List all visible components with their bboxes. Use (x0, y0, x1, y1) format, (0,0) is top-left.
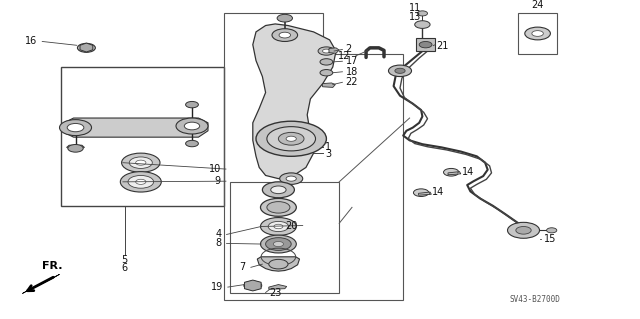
Polygon shape (419, 192, 431, 195)
Circle shape (68, 145, 83, 152)
Circle shape (277, 14, 292, 22)
Text: 8: 8 (215, 238, 221, 249)
Text: 23: 23 (269, 287, 281, 298)
Text: 2: 2 (346, 44, 352, 55)
Circle shape (280, 173, 303, 184)
Circle shape (260, 198, 296, 216)
Circle shape (244, 281, 262, 290)
Polygon shape (509, 226, 538, 234)
Polygon shape (22, 274, 60, 293)
Circle shape (286, 176, 296, 181)
Circle shape (262, 182, 294, 198)
Bar (230, 182, 339, 293)
Text: SV43-B2700D: SV43-B2700D (509, 295, 560, 304)
Text: 14: 14 (462, 167, 474, 177)
Circle shape (318, 47, 335, 55)
Circle shape (60, 120, 92, 136)
Text: 21: 21 (436, 41, 449, 51)
Polygon shape (257, 257, 300, 271)
Circle shape (508, 222, 540, 238)
Text: 3: 3 (325, 149, 332, 159)
Polygon shape (64, 118, 208, 137)
Circle shape (547, 228, 557, 233)
Text: 24: 24 (531, 0, 544, 10)
Circle shape (77, 43, 95, 52)
Polygon shape (67, 145, 84, 152)
Circle shape (323, 49, 330, 53)
Bar (518, 13, 557, 54)
Text: 20: 20 (285, 220, 298, 231)
Circle shape (271, 186, 286, 194)
Circle shape (184, 122, 200, 130)
Text: 6: 6 (122, 263, 128, 273)
Polygon shape (329, 48, 339, 53)
Polygon shape (269, 285, 287, 289)
Text: 10: 10 (209, 164, 221, 174)
Text: 11: 11 (408, 4, 421, 13)
Circle shape (260, 235, 296, 253)
Circle shape (320, 59, 333, 65)
Circle shape (395, 68, 405, 73)
Text: 5: 5 (122, 255, 128, 265)
Circle shape (320, 70, 333, 76)
Circle shape (273, 241, 284, 247)
Polygon shape (80, 43, 93, 52)
Text: 16: 16 (25, 36, 37, 47)
Circle shape (120, 172, 161, 192)
Circle shape (525, 27, 550, 40)
Circle shape (516, 226, 531, 234)
Circle shape (417, 11, 428, 16)
Circle shape (415, 21, 430, 28)
Circle shape (279, 32, 291, 38)
Circle shape (278, 132, 304, 145)
Circle shape (260, 218, 296, 235)
Text: 7: 7 (239, 262, 246, 272)
Text: 1: 1 (325, 142, 332, 152)
Bar (61, 67, 224, 206)
Circle shape (269, 259, 288, 269)
Circle shape (444, 168, 459, 176)
Circle shape (186, 101, 198, 108)
Text: 15: 15 (544, 234, 556, 244)
Text: 19: 19 (211, 282, 223, 292)
Polygon shape (244, 280, 261, 291)
Circle shape (274, 224, 283, 229)
Text: 4: 4 (215, 229, 221, 240)
Polygon shape (253, 24, 336, 179)
Circle shape (267, 202, 290, 213)
Text: 13: 13 (408, 12, 421, 22)
Circle shape (272, 29, 298, 41)
Circle shape (136, 160, 146, 165)
Circle shape (268, 221, 289, 232)
Circle shape (186, 140, 198, 147)
Text: 12: 12 (339, 51, 351, 61)
Polygon shape (323, 83, 335, 87)
Bar (416, 38, 435, 51)
Polygon shape (448, 172, 461, 175)
Circle shape (122, 153, 160, 172)
Circle shape (67, 123, 84, 132)
Circle shape (128, 175, 154, 188)
Circle shape (419, 41, 432, 48)
Circle shape (413, 189, 429, 197)
Text: 22: 22 (346, 77, 358, 87)
Circle shape (129, 157, 152, 168)
Circle shape (267, 127, 316, 151)
Circle shape (256, 121, 326, 156)
Text: FR.: FR. (42, 261, 62, 271)
Text: 17: 17 (346, 56, 358, 66)
Circle shape (286, 136, 296, 141)
Circle shape (266, 238, 291, 250)
Text: 14: 14 (432, 187, 444, 197)
Circle shape (388, 65, 412, 77)
Text: 18: 18 (346, 67, 358, 77)
Circle shape (136, 179, 146, 184)
Circle shape (532, 31, 543, 36)
Text: 9: 9 (214, 176, 221, 186)
Circle shape (176, 118, 208, 134)
